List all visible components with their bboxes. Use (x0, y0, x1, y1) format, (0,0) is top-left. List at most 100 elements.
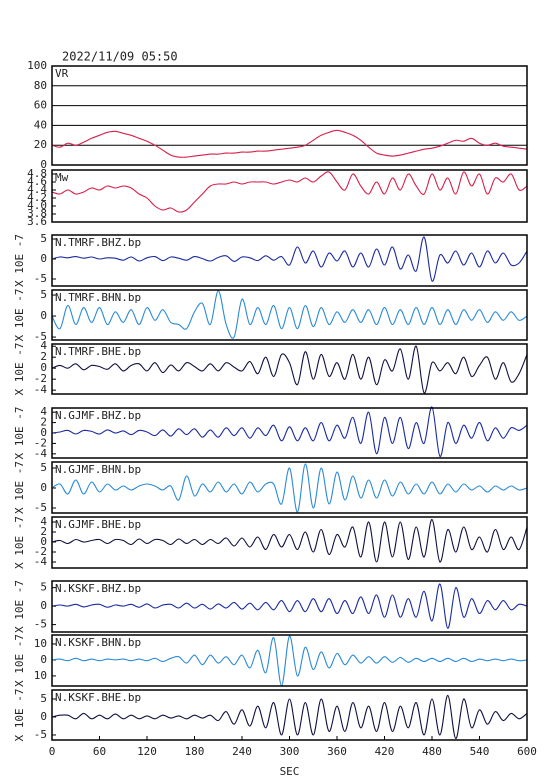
series-line (51, 290, 528, 339)
panel-label: N.GJMF.BHN.bp (55, 463, 141, 476)
y-axis-label: X 10E -7 (13, 234, 26, 287)
y-tick-label: 5 (40, 232, 47, 245)
y-tick-label: 4.6 (27, 175, 47, 188)
panel-frame (51, 343, 528, 395)
y-tick-label: 0 (40, 309, 47, 322)
y-axis-label: X 10E -7 (13, 289, 26, 342)
x-tick-label: 540 (470, 745, 490, 758)
panel-label: N.TMRF.BHE.bp (55, 345, 141, 358)
x-axis-label: SEC (280, 765, 300, 778)
y-tick-label: 3.6 (27, 215, 47, 228)
panel-frame (51, 65, 528, 166)
y-axis-label: X 10E -7 (13, 580, 26, 633)
panel-label: VR (55, 67, 69, 80)
chart-title: 2022/11/09 05:50 (62, 50, 178, 64)
series-line (51, 518, 528, 563)
panel-frame (51, 516, 528, 569)
y-tick-label: 0 (40, 535, 47, 548)
x-tick-label: 420 (375, 745, 395, 758)
y-tick-label: -2 (34, 545, 47, 558)
y-axis-label: X 10E -7 (13, 343, 26, 396)
panel-frame (51, 407, 528, 459)
panel-frame (51, 580, 528, 633)
panel-frame (51, 634, 528, 687)
x-tick-label: 480 (422, 745, 442, 758)
panel-label: N.GJMF.BHZ.bp (55, 409, 141, 422)
y-tick-label: 60 (34, 99, 47, 112)
panel-frame (51, 289, 528, 341)
y-tick-label: -2 (34, 436, 47, 449)
y-tick-label: 2 (40, 525, 47, 538)
y-tick-label: -5 (34, 728, 47, 741)
panel-label: N.KSKF.BHZ.bp (55, 582, 141, 595)
x-tick-label: 0 (49, 745, 56, 758)
y-tick-label: 0 (40, 653, 47, 666)
y-tick-label: 2 (40, 350, 47, 363)
y-tick-label: 4.2 (27, 191, 47, 204)
panel-frame (51, 234, 528, 287)
y-tick-label: 0 (40, 426, 47, 439)
y-tick-label: 0 (40, 710, 47, 723)
y-axis-label: X 10E -7 (13, 407, 26, 460)
series-line (51, 635, 528, 687)
x-tick-label: 120 (137, 745, 157, 758)
y-tick-label: -4 (34, 383, 48, 396)
panel-label: N.TMRF.BHN.bp (55, 291, 141, 304)
y-tick-label: 3.8 (27, 207, 47, 220)
y-tick-label: 4 (40, 515, 47, 528)
y-tick-label: 0 (40, 158, 47, 171)
series-line (51, 406, 528, 457)
panel-frame (51, 169, 528, 223)
panel-label: N.KSKF.BHE.bp (55, 691, 141, 704)
y-tick-label: 5 (40, 461, 47, 474)
y-tick-label: 4 (40, 405, 47, 418)
x-tick-label: 60 (93, 745, 106, 758)
y-axis-label: X 10E -7 (13, 634, 26, 687)
y-tick-label: -4 (34, 555, 48, 568)
y-axis-label: X 10E -7 (13, 461, 26, 514)
y-tick-label: 5 (40, 288, 47, 301)
y-tick-label: 5 (40, 581, 47, 594)
series-line (51, 463, 528, 513)
y-tick-label: 4.4 (27, 183, 47, 196)
y-tick-label: -5 (34, 272, 47, 285)
x-tick-label: 180 (185, 745, 205, 758)
y-tick-label: 100 (27, 59, 47, 72)
x-tick-label: 600 (517, 745, 537, 758)
y-tick-label: 0 (40, 599, 47, 612)
y-tick-label: -5 (34, 330, 47, 343)
y-tick-label: -4 (34, 447, 48, 460)
y-axis-label: X 10E -7 (13, 516, 26, 569)
x-tick-label: 300 (280, 745, 300, 758)
y-tick-label: 4 (40, 339, 47, 352)
series-line (51, 129, 528, 158)
series-line (51, 171, 528, 213)
series-line (51, 345, 528, 394)
y-tick-label: 10 (34, 637, 47, 650)
y-tick-label: 0 (40, 481, 47, 494)
y-tick-label: 40 (34, 118, 47, 131)
y-tick-label: -5 (34, 618, 47, 631)
series-line (51, 236, 528, 282)
y-tick-label: 0 (40, 361, 47, 374)
y-tick-label: 20 (34, 138, 47, 151)
series-line (51, 694, 528, 740)
panel-frame (51, 461, 528, 514)
panel-label: N.KSKF.BHN.bp (55, 636, 141, 649)
y-tick-label: 10 (34, 669, 47, 682)
x-tick-label: 240 (232, 745, 252, 758)
y-tick-label: -2 (34, 372, 47, 385)
panel-label: N.GJMF.BHE.bp (55, 518, 141, 531)
panel-label: Mw (55, 171, 69, 184)
y-tick-label: 4.8 (27, 167, 47, 180)
y-tick-label: 80 (34, 79, 47, 92)
y-tick-label: -5 (34, 501, 47, 514)
y-tick-label: 5 (40, 692, 47, 705)
series-line (51, 583, 528, 629)
y-tick-label: 2 (40, 416, 47, 429)
x-tick-label: 360 (327, 745, 347, 758)
panel-label: N.TMRF.BHZ.bp (55, 236, 141, 249)
y-axis-label: X 10E -7 (13, 689, 26, 742)
y-tick-label: 4.0 (27, 199, 47, 212)
